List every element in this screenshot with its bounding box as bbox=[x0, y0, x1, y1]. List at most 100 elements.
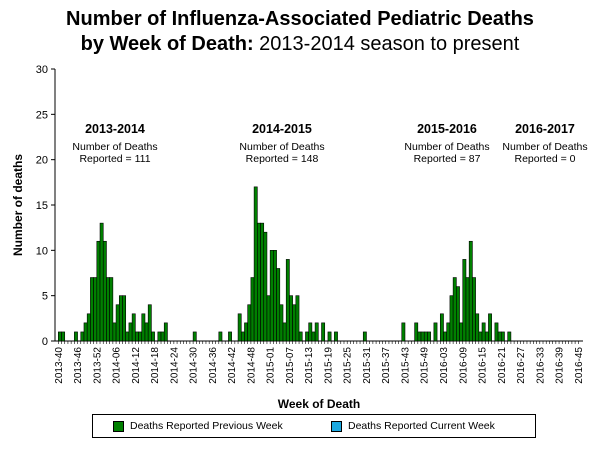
annotation-line2: Reported = 111 bbox=[79, 153, 151, 165]
bar bbox=[102, 240, 107, 342]
bar bbox=[109, 277, 114, 342]
bar bbox=[247, 304, 252, 342]
annotation-line2: Reported = 87 bbox=[413, 153, 481, 165]
x-tick-label: 2016-15 bbox=[478, 347, 489, 384]
bar bbox=[468, 240, 473, 342]
bar bbox=[292, 304, 297, 342]
y-tick-label: 0 bbox=[42, 336, 48, 348]
bar bbox=[253, 186, 258, 342]
x-tick-label: 2015-49 bbox=[420, 347, 431, 384]
chart-title-line1: Number of Influenza-Associated Pediatric… bbox=[66, 8, 534, 30]
x-tick-label: 2014-42 bbox=[227, 347, 238, 384]
bar bbox=[151, 331, 155, 342]
bar bbox=[456, 286, 460, 342]
x-tick-label: 2016-27 bbox=[516, 347, 527, 384]
bar bbox=[452, 277, 457, 342]
bar bbox=[334, 331, 338, 342]
bar bbox=[308, 322, 313, 342]
bar bbox=[285, 259, 290, 342]
season-label: 2016-2017 bbox=[515, 122, 575, 136]
x-tick-label: 2016-09 bbox=[458, 347, 469, 384]
x-tick-label: 2016-33 bbox=[535, 347, 546, 384]
bar bbox=[122, 295, 127, 342]
bar bbox=[478, 331, 483, 342]
x-tick-label: 2015-19 bbox=[323, 347, 334, 384]
annotation-line2: Reported = 148 bbox=[245, 153, 319, 165]
x-tick-label: 2015-13 bbox=[304, 347, 315, 384]
x-tick-label: 2013-40 bbox=[54, 347, 65, 384]
x-tick-label: 2016-45 bbox=[574, 347, 585, 384]
bar bbox=[141, 313, 146, 342]
bar bbox=[240, 331, 245, 342]
bar bbox=[80, 331, 85, 342]
y-tick-label: 25 bbox=[36, 109, 48, 121]
bar bbox=[269, 250, 274, 342]
x-tick-label: 2016-21 bbox=[497, 347, 508, 384]
y-axis-label: Number of deaths bbox=[11, 154, 25, 256]
x-tick-label: 2015-25 bbox=[343, 347, 354, 384]
bar bbox=[93, 277, 98, 342]
x-tick-label: 2014-24 bbox=[169, 347, 180, 384]
bar bbox=[138, 331, 143, 342]
y-tick-label: 30 bbox=[36, 64, 48, 76]
x-tick-label: 2013-52 bbox=[92, 347, 103, 384]
x-tick-label: 2014-36 bbox=[208, 347, 219, 384]
bar bbox=[465, 277, 470, 342]
bar bbox=[401, 322, 406, 342]
x-tick-label: 2013-46 bbox=[73, 347, 84, 384]
x-tick-label: 2015-01 bbox=[266, 347, 277, 384]
bar bbox=[244, 322, 248, 342]
season-label: 2015-2016 bbox=[417, 122, 477, 136]
bar bbox=[497, 331, 502, 342]
y-tick-label: 20 bbox=[36, 155, 48, 167]
bar bbox=[128, 322, 133, 342]
bar bbox=[160, 331, 165, 342]
bar bbox=[86, 313, 91, 342]
annotation-2014-2015: 2014-2015 Number of Deaths Reported = 14… bbox=[222, 123, 342, 165]
annotation-line2: Reported = 0 bbox=[514, 153, 576, 165]
x-tick-label: 2014-30 bbox=[189, 347, 200, 384]
bar bbox=[74, 331, 78, 342]
annotation-2016-2017: 2016-2017 Number of Deaths Reported = 0 bbox=[485, 123, 600, 165]
title-bold-part: by Week of Death: bbox=[80, 33, 254, 55]
bar bbox=[449, 295, 454, 342]
season-label: 2013-2014 bbox=[85, 122, 145, 136]
bar bbox=[417, 331, 422, 342]
legend-item-previous-week: Deaths Reported Previous Week bbox=[113, 420, 283, 432]
title-rest-part: 2013-2014 season to present bbox=[253, 33, 520, 55]
bar bbox=[250, 277, 255, 342]
bar bbox=[462, 259, 467, 342]
bar bbox=[311, 331, 316, 342]
bar bbox=[439, 313, 444, 342]
bar bbox=[83, 322, 88, 342]
bar bbox=[279, 304, 284, 342]
bar bbox=[106, 277, 110, 342]
x-tick-label: 2015-43 bbox=[400, 347, 411, 384]
bar bbox=[276, 268, 281, 342]
bar bbox=[295, 295, 300, 342]
legend: Deaths Reported Previous Week Deaths Rep… bbox=[92, 414, 536, 438]
bar bbox=[96, 240, 101, 342]
bar bbox=[90, 277, 94, 342]
bar bbox=[446, 322, 451, 342]
bar bbox=[500, 331, 505, 342]
bar bbox=[135, 331, 139, 342]
legend-swatch-blue bbox=[331, 420, 342, 432]
bar bbox=[273, 250, 277, 342]
x-tick-label: 2015-07 bbox=[285, 347, 296, 384]
annotation-line1: Number of Deaths bbox=[502, 141, 588, 153]
bar bbox=[237, 313, 242, 342]
bar bbox=[314, 322, 319, 342]
bar bbox=[443, 331, 448, 342]
y-tick-label: 5 bbox=[42, 291, 48, 303]
x-tick-label: 2014-18 bbox=[150, 347, 161, 384]
bar bbox=[282, 322, 287, 342]
bar bbox=[260, 222, 265, 342]
bar bbox=[57, 331, 62, 342]
bar bbox=[423, 331, 428, 342]
annotation-line1: Number of Deaths bbox=[72, 141, 158, 153]
bar bbox=[147, 304, 152, 342]
bar bbox=[289, 295, 293, 342]
